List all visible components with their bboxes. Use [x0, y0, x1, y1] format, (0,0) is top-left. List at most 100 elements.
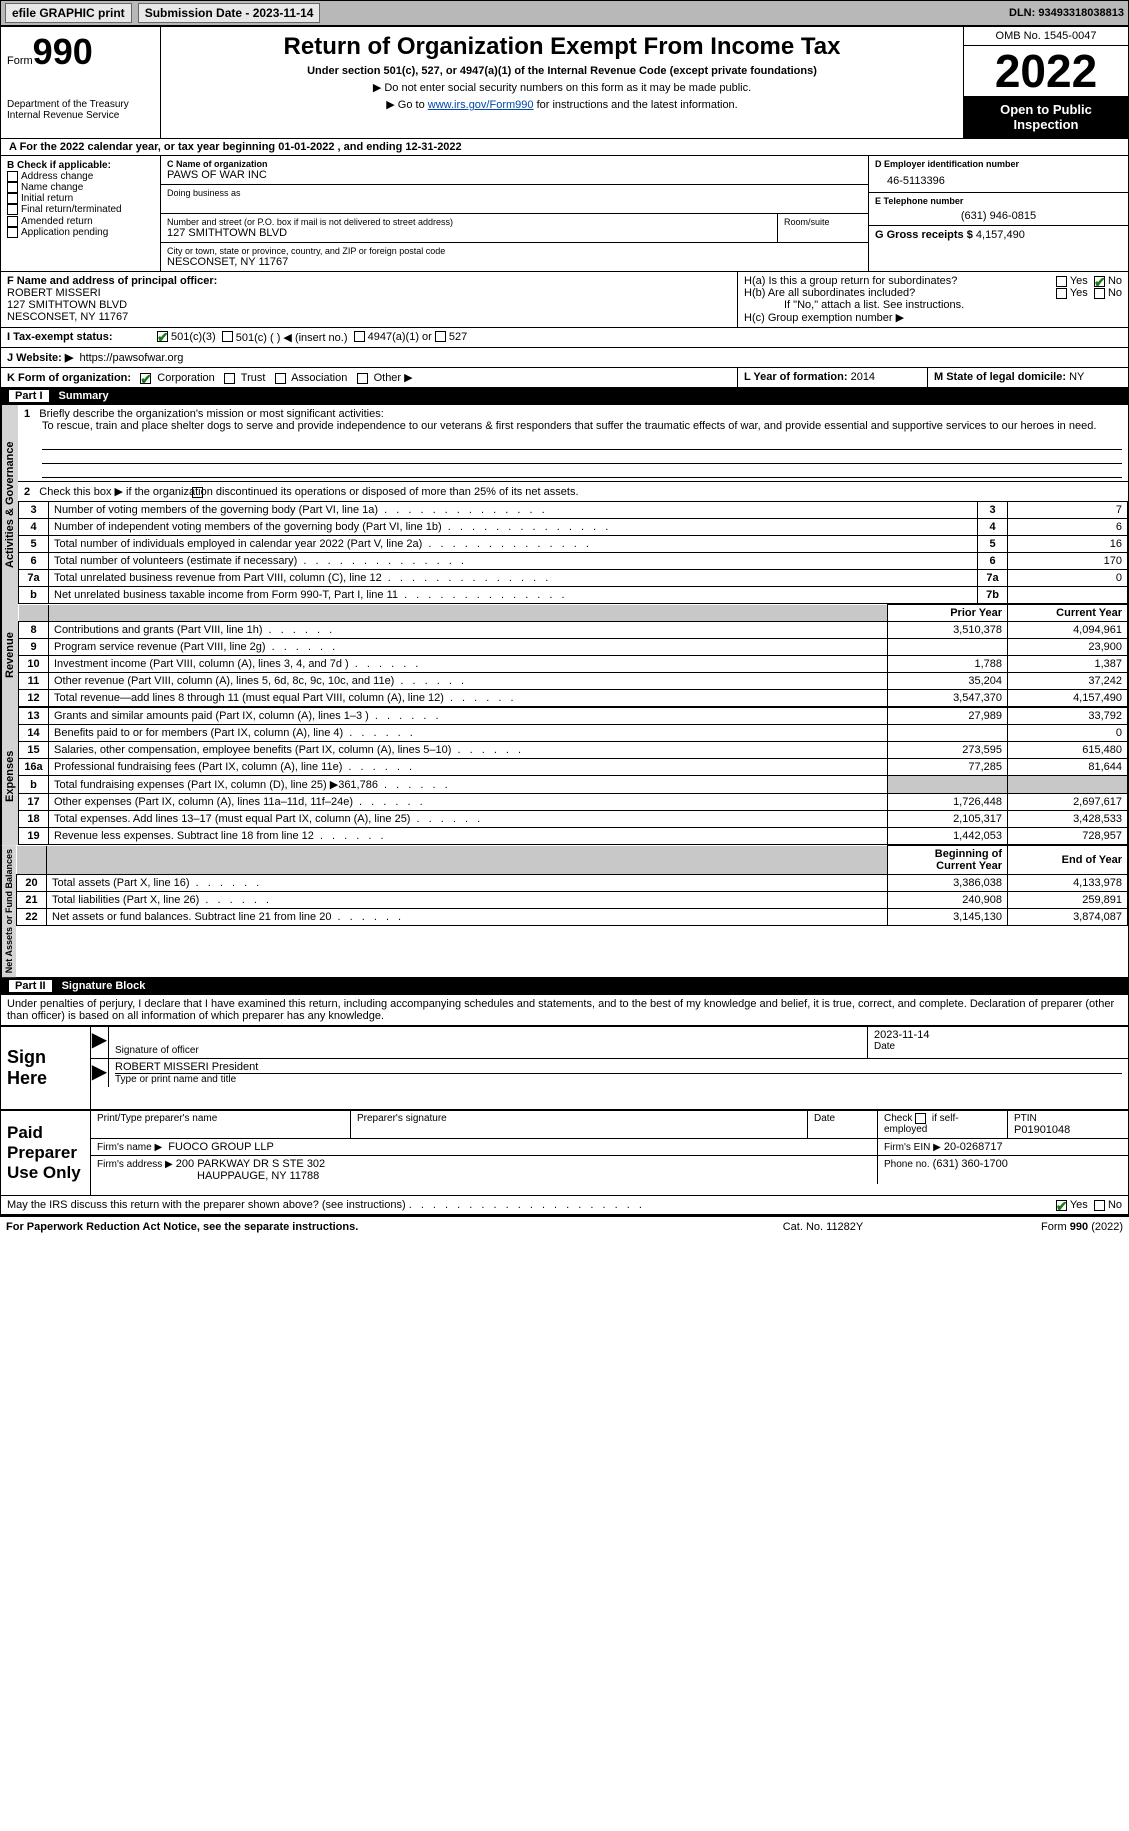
period-mid: , and ending — [338, 141, 406, 153]
part1-label: Part I — [9, 390, 49, 402]
gross-receipts-value: 4,157,490 — [976, 229, 1025, 241]
discuss-no-label: No — [1108, 1199, 1122, 1211]
cb-address-change[interactable] — [7, 171, 18, 182]
line-value — [1008, 587, 1128, 604]
cb-527[interactable] — [435, 331, 446, 342]
sign-here-block: Sign Here ▶ Signature of officer 2023-11… — [1, 1025, 1128, 1109]
m-label: M State of legal domicile: — [934, 371, 1066, 383]
form-footer: Form 990 (2022) — [923, 1221, 1123, 1233]
line-value: 16 — [1008, 536, 1128, 553]
current-value: 259,891 — [1008, 892, 1128, 909]
sign-here-label: Sign Here — [1, 1027, 91, 1109]
hb-no[interactable] — [1094, 288, 1105, 299]
cb-501c3[interactable] — [157, 331, 168, 342]
officer-name: ROBERT MISSERI — [7, 287, 101, 299]
part1-title: Summary — [59, 390, 109, 402]
firm-addr1: 200 PARKWAY DR S STE 302 — [176, 1158, 325, 1170]
b-amended: Amended return — [21, 216, 93, 227]
line-desc: Investment income (Part VIII, column (A)… — [49, 656, 888, 673]
period-end: 12-31-2022 — [405, 141, 461, 153]
ha-yes[interactable] — [1056, 276, 1067, 287]
cb-self-employed[interactable] — [915, 1113, 926, 1124]
discuss-no[interactable] — [1094, 1200, 1105, 1211]
firm-name-label: Firm's name ▶ — [97, 1142, 162, 1153]
opt-corp: Corporation — [157, 372, 214, 384]
ha-no[interactable] — [1094, 276, 1105, 287]
prior-value: 2,105,317 — [888, 811, 1008, 828]
line-desc: Total number of volunteers (estimate if … — [49, 553, 978, 570]
firm-ein: 20-0268717 — [944, 1141, 1003, 1153]
period-begin: 01-01-2022 — [278, 141, 334, 153]
cb-other[interactable] — [357, 373, 368, 384]
discuss-yes[interactable] — [1056, 1200, 1067, 1211]
officer-print-name: ROBERT MISSERI President — [115, 1061, 1122, 1074]
col-current: End of Year — [1008, 846, 1128, 875]
form-title: Return of Organization Exempt From Incom… — [173, 33, 951, 61]
dba-label: Doing business as — [167, 188, 862, 198]
activities-table: 3Number of voting members of the governi… — [18, 501, 1128, 604]
line-num: 15 — [19, 742, 49, 759]
current-value: 37,242 — [1008, 673, 1128, 690]
gross-receipts-label: G Gross receipts $ — [875, 229, 973, 241]
section-bcdeg: B Check if applicable: Address change Na… — [1, 155, 1128, 271]
prior-value: 1,726,448 — [888, 794, 1008, 811]
cb-amended[interactable] — [7, 216, 18, 227]
arrow-icon: ▶ — [91, 1027, 109, 1058]
line-num: 11 — [19, 673, 49, 690]
cell-shaded — [888, 776, 1008, 794]
cb-discontinued[interactable] — [192, 487, 203, 498]
phone-value: (631) 946-0815 — [875, 206, 1122, 222]
current-value: 2,697,617 — [1008, 794, 1128, 811]
penalties-text: Under penalties of perjury, I declare th… — [1, 995, 1128, 1025]
instructions-link-row: Go to www.irs.gov/Form990 for instructio… — [173, 98, 951, 111]
firm-addr-label: Firm's address ▶ — [97, 1159, 173, 1170]
line-box: 7a — [978, 570, 1008, 587]
goto-post: for instructions and the latest informat… — [534, 99, 738, 111]
current-value: 1,387 — [1008, 656, 1128, 673]
opt-assoc: Association — [291, 372, 347, 384]
cb-app-pending[interactable] — [7, 227, 18, 238]
f-label: F Name and address of principal officer: — [7, 275, 217, 287]
ein-value: 46-5113396 — [875, 169, 1122, 189]
line-box: 6 — [978, 553, 1008, 570]
line-desc: Other revenue (Part VIII, column (A), li… — [49, 673, 888, 690]
cb-corp[interactable] — [140, 373, 151, 384]
cb-501c[interactable] — [222, 331, 233, 342]
efile-print-button[interactable]: efile GRAPHIC print — [5, 3, 132, 23]
period-pre: A For the 2022 calendar year, or tax yea… — [9, 141, 278, 153]
line-num: 5 — [19, 536, 49, 553]
dept-treasury: Department of the Treasury Internal Reve… — [7, 99, 154, 121]
paid-preparer-block: Paid Preparer Use Only Print/Type prepar… — [1, 1109, 1128, 1195]
prior-value: 77,285 — [888, 759, 1008, 776]
cb-initial-return[interactable] — [7, 193, 18, 204]
line-desc: Number of voting members of the governin… — [49, 502, 978, 519]
cb-4947[interactable] — [354, 331, 365, 342]
revenue-table: Prior YearCurrent Year8Contributions and… — [18, 604, 1128, 707]
officer-addr1: 127 SMITHTOWN BLVD — [7, 299, 127, 311]
line-num: b — [19, 587, 49, 604]
mission-q: Briefly describe the organization's miss… — [39, 408, 383, 420]
row-klm: K Form of organization: Corporation Trus… — [1, 367, 1128, 387]
cb-assoc[interactable] — [275, 373, 286, 384]
firm-name: FUOCO GROUP LLP — [168, 1141, 274, 1153]
ptin-label: PTIN — [1014, 1113, 1122, 1124]
current-value: 81,644 — [1008, 759, 1128, 776]
cb-final-return[interactable] — [7, 204, 18, 215]
cb-trust[interactable] — [224, 373, 235, 384]
irs-link[interactable]: www.irs.gov/Form990 — [428, 99, 534, 111]
part2-title: Signature Block — [62, 980, 146, 992]
line-num: b — [19, 776, 49, 794]
hb-yes[interactable] — [1056, 288, 1067, 299]
b-app-pending: Application pending — [21, 227, 108, 238]
cb-name-change[interactable] — [7, 182, 18, 193]
current-value: 615,480 — [1008, 742, 1128, 759]
dln: DLN: 93493318038813 — [1009, 7, 1124, 19]
line-desc: Total fundraising expenses (Part IX, col… — [49, 776, 888, 794]
current-value: 4,133,978 — [1008, 875, 1128, 892]
line-desc: Total liabilities (Part X, line 26) — [47, 892, 888, 909]
current-value: 4,157,490 — [1008, 690, 1128, 707]
line-num: 7a — [19, 570, 49, 587]
part1-header: Part I Summary — [1, 387, 1128, 405]
omb-number: OMB No. 1545-0047 — [964, 27, 1128, 46]
line-box: 4 — [978, 519, 1008, 536]
